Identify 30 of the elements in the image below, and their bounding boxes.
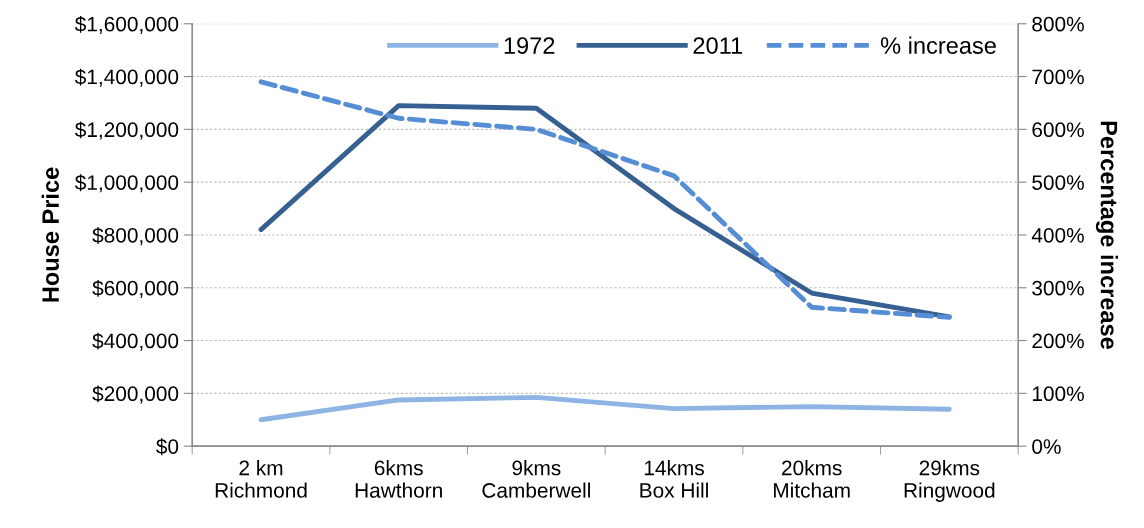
x-tick-label: 20kms Mitcham: [774, 460, 850, 498]
y-tick-label: $1,200,000: [74, 121, 179, 140]
x-tick-label: 2 km Richmond: [215, 460, 307, 498]
y2-tick-label: 700%: [1032, 69, 1084, 85]
y-axis-title: House Price: [41, 167, 59, 302]
legend-label: % increase: [880, 36, 996, 54]
y-tick-label: $200,000: [92, 385, 179, 404]
legend-label: 1972: [504, 37, 555, 54]
x-tick-label: 9kms Camberwell: [482, 460, 590, 498]
x-tick-label: 6kms Hawthorn: [355, 460, 442, 498]
y-tick-label: $1,600,000: [74, 15, 179, 34]
y2-tick-label: 600%: [1032, 122, 1084, 138]
y-tick-label: $400,000: [92, 332, 179, 351]
y2-tick-label: 800%: [1032, 16, 1084, 32]
line-series: [258, 394, 952, 423]
y-tick-label: $1,400,000: [74, 68, 179, 87]
y-tick-label: $1,000,000: [74, 174, 179, 193]
y2-axis-title: Percentage increase: [1095, 121, 1118, 350]
y-tick-label: $800,000: [92, 227, 179, 246]
y-tick-label: $0: [156, 438, 179, 456]
legend-label: 2011: [693, 37, 743, 54]
y2-tick-label: 0%: [1032, 439, 1061, 454]
y-tick-label: $600,000: [92, 279, 179, 298]
y2-tick-label: 100%: [1032, 386, 1084, 402]
y2-tick-label: 400%: [1031, 227, 1084, 243]
x-tick-label: 29kms Ringwood: [904, 460, 995, 502]
x-tick-label: 14kms Box Hill: [640, 460, 708, 498]
y2-tick-label: 200%: [1032, 333, 1084, 349]
y2-tick-label: 300%: [1032, 280, 1084, 296]
y2-tick-label: 500%: [1032, 175, 1084, 190]
